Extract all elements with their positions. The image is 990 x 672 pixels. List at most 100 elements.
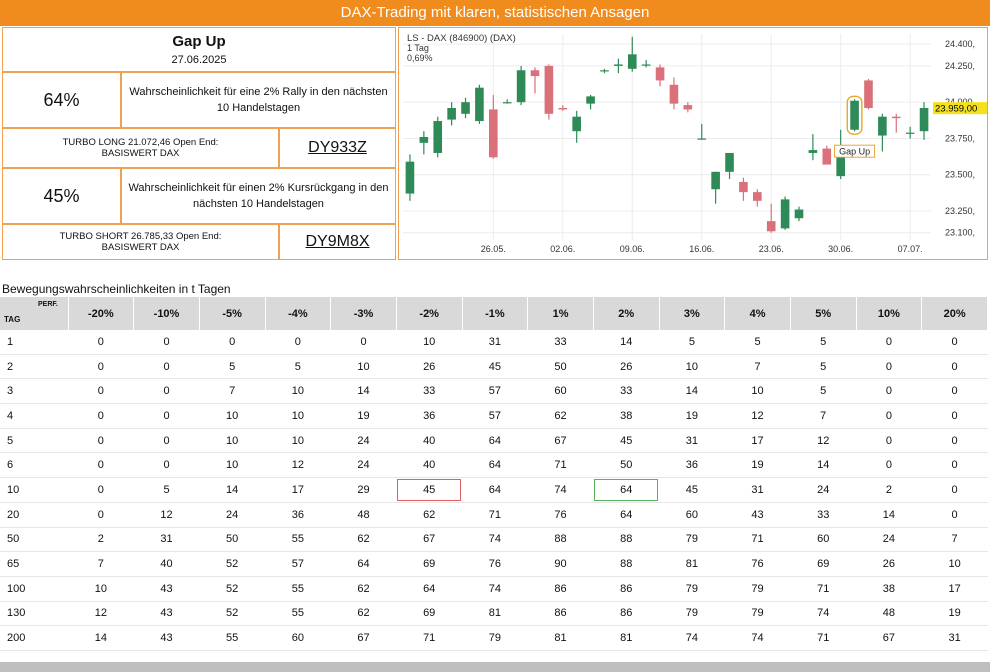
table-cell: 19 [659, 403, 725, 429]
table-cell: 12 [68, 601, 134, 627]
long-wkn-link[interactable]: DY933Z [308, 139, 367, 156]
table-cell: 74 [659, 625, 725, 651]
table-cell: 50 [593, 452, 660, 479]
table-cell: 74 [462, 576, 528, 602]
short-wkn-box: DY9M8X [279, 224, 396, 260]
table-cell: 67 [856, 625, 922, 651]
table-cell: 5 [724, 330, 791, 355]
long-product-line2: BASISWERT DAX [101, 148, 180, 159]
table-cell: 81 [527, 625, 594, 651]
table-cell: 86 [527, 601, 594, 627]
table-cell: 0 [856, 428, 922, 454]
x-tick-label: 02.06. [550, 244, 575, 254]
table-row: 1 0 0 0 0 0 10 31 33 14 5 5 5 0 0 [0, 330, 988, 355]
table-cell: 62 [396, 502, 463, 528]
candle-body [766, 221, 776, 232]
table-cell: 0 [199, 330, 266, 355]
row-tag-cell: 6 [0, 452, 68, 479]
x-tick-label: 07.07. [898, 244, 923, 254]
table-cell: 48 [330, 502, 397, 528]
table-cell: 40 [133, 551, 200, 577]
table-cell: 45 [593, 428, 660, 454]
table-cell: 71 [527, 452, 594, 479]
candle-body [669, 84, 679, 104]
candle-body [475, 87, 484, 122]
x-tick-label: 26.05. [481, 244, 506, 254]
x-tick-label: 16.06. [689, 244, 714, 254]
table-cell: 33 [790, 502, 857, 528]
table-cell: 17 [921, 576, 988, 602]
table-row: 6 0 0 10 12 24 40 64 71 50 36 19 14 0 0 [0, 452, 988, 479]
table-cell: 14 [593, 330, 660, 355]
table-cell: 10 [330, 354, 397, 380]
table-cell: 0 [133, 330, 200, 355]
table-cell: 45 [396, 477, 463, 503]
table-cell: 45 [659, 477, 725, 503]
candle-body [878, 116, 887, 136]
table-cell: 10 [265, 403, 331, 429]
table-cell: 74 [790, 601, 857, 627]
table-cell: 50 [527, 354, 594, 380]
table-cell: 62 [330, 601, 397, 627]
table-cell: 67 [330, 625, 397, 651]
signal-date: 27.06.2025 [171, 54, 227, 66]
candle-body [697, 138, 707, 140]
table-cell: 57 [462, 403, 528, 429]
long-wkn-box: DY933Z [279, 128, 396, 168]
table-cell: 0 [856, 354, 922, 380]
table-row: 20 0 12 24 36 48 62 71 76 64 60 43 33 14 0 [0, 502, 988, 528]
table-cell: 64 [593, 502, 660, 528]
candle-body [808, 150, 818, 153]
table-cell: 0 [921, 403, 988, 429]
table-cell: 86 [593, 601, 660, 627]
table-cell: 0 [133, 403, 200, 429]
table-cell: 29 [330, 477, 397, 503]
table-cell: 43 [133, 601, 200, 627]
probability-table: TAG PERF. -20% -10% -5% -4% -3% -2% -1% 1% 2% 3% 4… [0, 297, 988, 651]
table-cell: 52 [199, 551, 266, 577]
table-cell: 31 [659, 428, 725, 454]
table-cell: 40 [396, 452, 463, 479]
column-header: 1% [527, 297, 594, 330]
short-product: TURBO SHORT 26.785,33 Open End: BASISWER… [2, 224, 279, 260]
table-title: Bewegungswahrscheinlichkeiten in t Tagen [2, 282, 231, 296]
column-header: -5% [199, 297, 266, 330]
short-description: Wahrscheinlichkeit für einen 2% Kursrück… [121, 168, 396, 224]
table-cell: 2 [68, 527, 134, 553]
candle-body [405, 161, 415, 194]
table-cell: 33 [593, 378, 660, 405]
table-cell: 7 [921, 527, 988, 553]
short-wkn-link[interactable]: DY9M8X [305, 233, 370, 250]
table-cell: 5 [265, 354, 331, 380]
table-cell: 0 [921, 502, 988, 528]
table-cell: 52 [199, 601, 266, 627]
table-cell: 10 [921, 551, 988, 577]
table-cell: 0 [68, 452, 134, 479]
table-cell: 19 [330, 403, 397, 429]
table-cell: 0 [133, 428, 200, 454]
tag-perf-header: TAG PERF. [0, 297, 69, 330]
table-cell: 71 [724, 527, 791, 553]
candle-body [572, 116, 581, 132]
short-probability: 45% [2, 168, 121, 224]
candle-body [558, 107, 568, 110]
table-cell: 12 [790, 428, 857, 454]
candle-body [627, 54, 637, 69]
table-cell: 60 [790, 527, 857, 553]
table-cell: 79 [659, 601, 725, 627]
table-cell: 0 [68, 428, 134, 454]
table-cell: 79 [724, 601, 791, 627]
long-product-line1: TURBO LONG 21.072,46 Open End: [62, 137, 219, 148]
y-tick-label: 23.750, [945, 133, 975, 143]
table-row: 5 0 0 10 10 24 40 64 67 45 31 17 12 0 0 [0, 428, 988, 454]
table-row: 100 10 43 52 55 62 64 74 86 86 79 79 71 38 17 [0, 576, 988, 602]
candle-body [544, 65, 554, 114]
y-tick-label: 23.100, [945, 228, 975, 238]
row-tag-cell: 65 [0, 551, 68, 577]
table-cell: 0 [921, 330, 988, 355]
table-cell: 64 [330, 551, 397, 577]
signal-panel: Gap Up 27.06.2025 64% Wahrscheinlichkeit… [2, 27, 396, 260]
chart-title: LS - DAX (846900) (DAX) [407, 33, 516, 44]
table-cell: 17 [724, 428, 791, 454]
table-cell: 24 [199, 502, 266, 528]
